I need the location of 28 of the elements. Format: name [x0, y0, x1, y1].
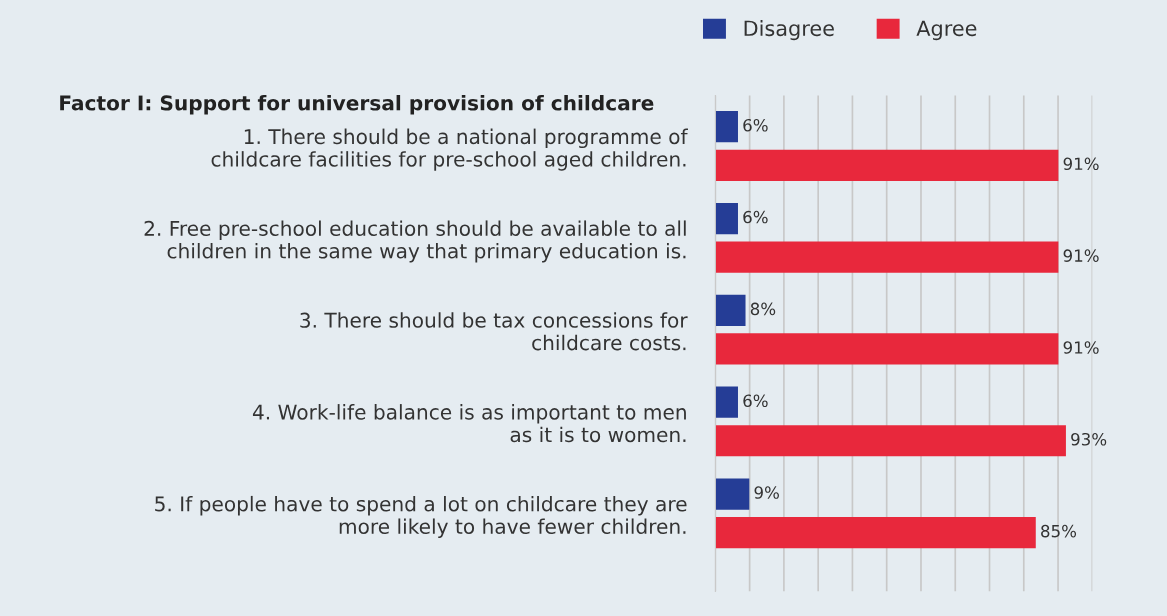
bar [715, 516, 1036, 549]
data-label: 85% [1041, 524, 1077, 538]
text: Factor I: Support for universal provision of childcare [60, 94, 654, 115]
bar [715, 478, 750, 510]
bar [715, 294, 746, 326]
bar [715, 111, 738, 143]
y-tick-label: 5. If people have to spend a lot on childcare they are more likely to have fewer children. [155, 495, 687, 538]
data-label: 91% [1063, 249, 1099, 262]
bar [715, 333, 1059, 365]
bar [715, 425, 1066, 457]
legend-label: Disagree [744, 20, 834, 41]
y-tick-label: 2. Free pre-school education should be available to all children in the same way that primary education is. [144, 220, 686, 263]
y-tick-label: 3. There should be tax concessions for childcare costs. [300, 312, 688, 351]
data-label: 6% [743, 118, 768, 132]
y-tick-label: 1. There should be a national programme of childcare facilities for pre-school aged children. [211, 128, 688, 171]
bar [715, 149, 1059, 181]
data-label: 6% [743, 210, 768, 224]
data-label: 91% [1063, 157, 1099, 171]
data-label: 8% [750, 302, 776, 316]
legend-label: Agree [916, 20, 977, 41]
y-tick-label: 4. Work-life balance is as important to men as it is to women. [252, 404, 686, 443]
data-label: 9% [754, 486, 779, 499]
bar [715, 241, 1059, 273]
data-label: 6% [743, 394, 768, 408]
bar [715, 202, 738, 235]
bar [715, 386, 738, 418]
data-label: 91% [1063, 341, 1099, 354]
data-label: 93% [1071, 432, 1107, 446]
